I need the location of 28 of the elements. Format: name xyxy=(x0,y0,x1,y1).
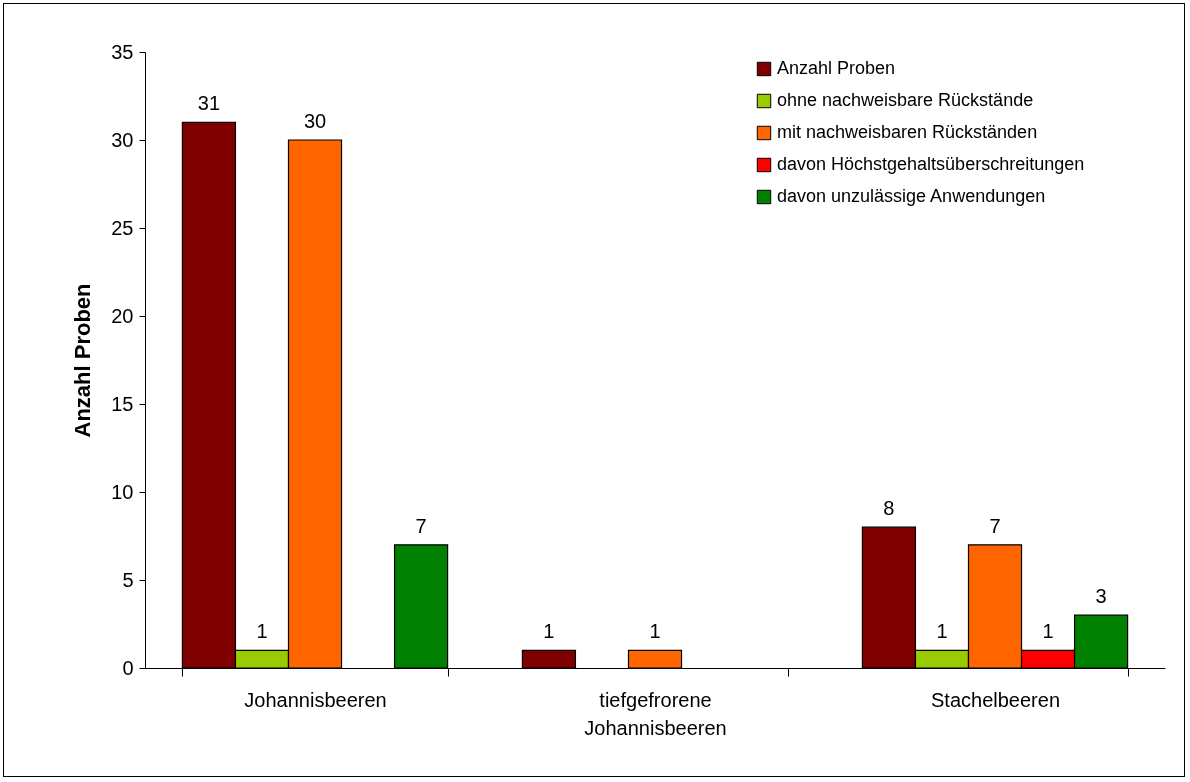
data-label: 1 xyxy=(1042,620,1054,643)
data-label: 7 xyxy=(989,514,1001,537)
data-label: 7 xyxy=(415,514,427,537)
data-label: 31 xyxy=(197,92,221,115)
data-label: 1 xyxy=(936,620,948,643)
y-tick-label: 30 xyxy=(111,128,134,151)
y-tick-label: 35 xyxy=(111,40,134,63)
legend-label: Anzahl Proben xyxy=(777,58,896,78)
legend-label: davon Höchstgehaltsüberschreitungen xyxy=(777,154,1085,174)
x-tick-label: tiefgefrorene Johannisbeeren xyxy=(584,688,727,739)
y-tick-label: 25 xyxy=(111,216,134,239)
x-tick-label: Stachelbeeren xyxy=(931,688,1060,711)
data-label: 1 xyxy=(256,620,268,643)
y-tick-label: 15 xyxy=(111,392,134,415)
y-tick-label: 10 xyxy=(111,480,134,503)
x-tick-label: Johannisbeeren xyxy=(244,688,387,711)
y-axis-title: Anzahl Proben xyxy=(70,283,96,438)
data-label: 30 xyxy=(303,110,327,132)
y-tick-label: 5 xyxy=(122,568,134,591)
data-label: 3 xyxy=(1095,585,1107,608)
y-tick-label: 0 xyxy=(122,656,134,679)
legend-label: mit nachweisbaren Rückständen xyxy=(777,122,1038,142)
y-tick-label: 20 xyxy=(111,304,134,327)
legend-label: ohne nachweisbare Rückstände xyxy=(777,90,1034,110)
data-label: 1 xyxy=(649,620,661,643)
data-label: 8 xyxy=(883,497,895,520)
legend-label: davon unzulässige Anwendungen xyxy=(777,186,1046,206)
data-label: 1 xyxy=(543,620,555,643)
